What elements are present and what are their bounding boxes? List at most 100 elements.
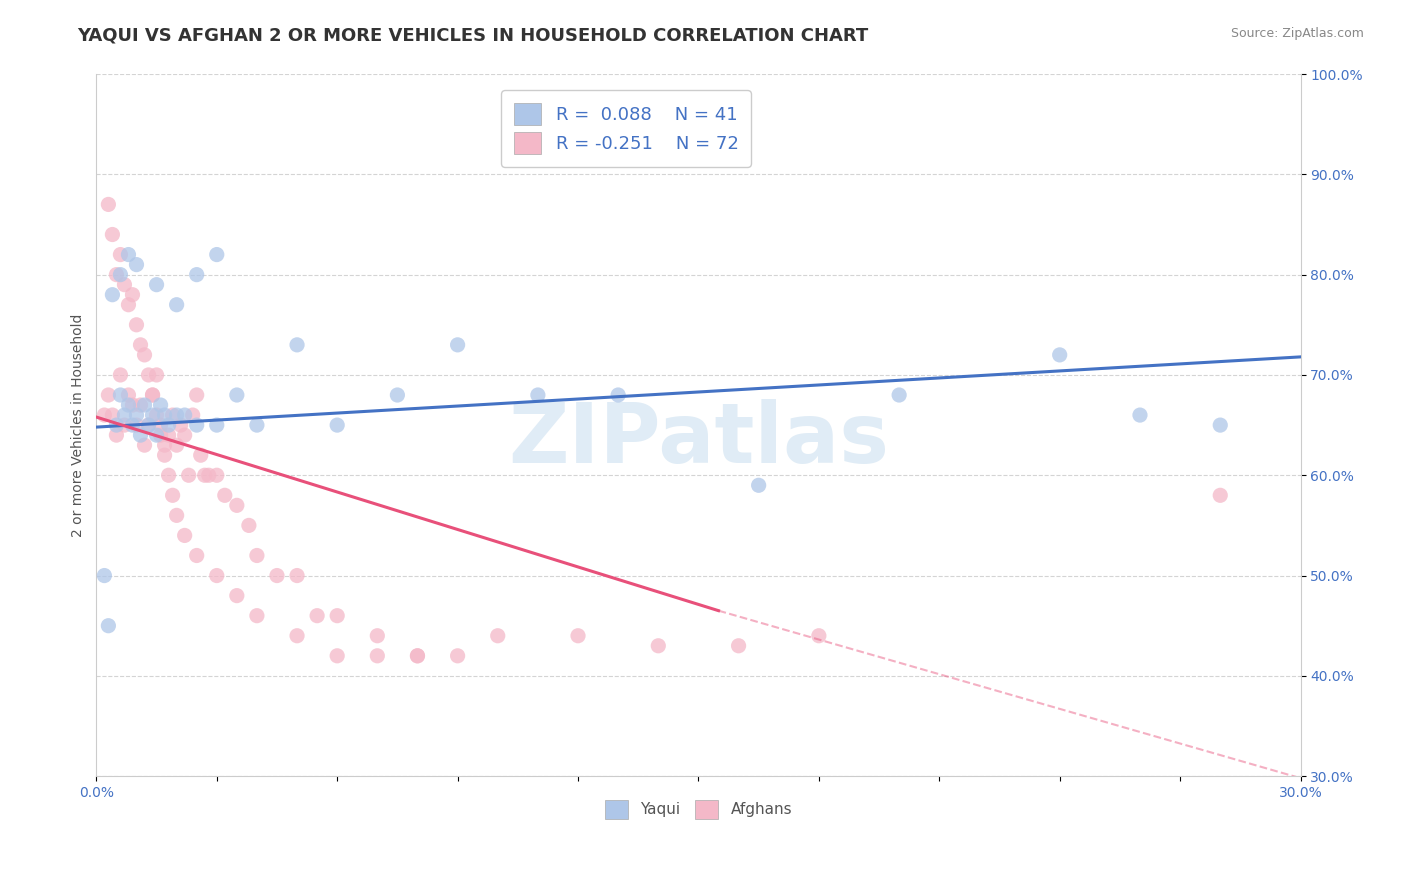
Text: Source: ZipAtlas.com: Source: ZipAtlas.com — [1230, 27, 1364, 40]
Point — [246, 418, 269, 433]
Point — [114, 408, 136, 422]
Point — [157, 418, 180, 433]
Point — [105, 428, 128, 442]
Point — [889, 388, 911, 402]
Point — [138, 418, 160, 433]
Point — [121, 398, 143, 412]
Point — [166, 298, 188, 312]
Point — [93, 568, 115, 582]
Point — [326, 608, 349, 623]
Point — [607, 388, 630, 402]
Point — [205, 418, 228, 433]
Point — [138, 418, 160, 433]
Point — [114, 277, 136, 292]
Point — [110, 368, 132, 382]
Point — [307, 608, 329, 623]
Point — [121, 418, 143, 433]
Point — [125, 418, 148, 433]
Point — [97, 388, 120, 402]
Y-axis label: 2 or more Vehicles in Household: 2 or more Vehicles in Household — [72, 313, 86, 537]
Point — [266, 568, 288, 582]
Point — [186, 268, 208, 282]
Point — [446, 338, 468, 352]
Point — [246, 608, 269, 623]
Point — [190, 448, 212, 462]
Point — [285, 629, 308, 643]
Point — [93, 408, 115, 422]
Point — [157, 428, 180, 442]
Point — [134, 398, 156, 412]
Point — [145, 368, 167, 382]
Point — [225, 388, 247, 402]
Point — [145, 428, 167, 442]
Point — [246, 549, 269, 563]
Point — [145, 408, 167, 422]
Point — [125, 408, 148, 422]
Point — [129, 398, 152, 412]
Point — [1049, 348, 1071, 362]
Point — [205, 247, 228, 261]
Point — [197, 468, 219, 483]
Point — [166, 408, 188, 422]
Point — [285, 338, 308, 352]
Point — [162, 488, 184, 502]
Point — [110, 388, 132, 402]
Point — [134, 348, 156, 362]
Point — [1209, 488, 1232, 502]
Point — [225, 589, 247, 603]
Point — [110, 247, 132, 261]
Point — [162, 408, 184, 422]
Point — [101, 408, 124, 422]
Point — [141, 408, 163, 422]
Point — [406, 648, 429, 663]
Point — [446, 648, 468, 663]
Point — [101, 227, 124, 242]
Point — [173, 408, 195, 422]
Point — [1209, 418, 1232, 433]
Point — [145, 277, 167, 292]
Point — [114, 418, 136, 433]
Point — [326, 418, 349, 433]
Point — [117, 298, 139, 312]
Point — [97, 197, 120, 211]
Point — [366, 648, 388, 663]
Point — [125, 318, 148, 332]
Point — [121, 287, 143, 301]
Text: YAQUI VS AFGHAN 2 OR MORE VEHICLES IN HOUSEHOLD CORRELATION CHART: YAQUI VS AFGHAN 2 OR MORE VEHICLES IN HO… — [77, 27, 869, 45]
Point — [173, 428, 195, 442]
Point — [153, 448, 176, 462]
Point — [527, 388, 550, 402]
Point — [225, 499, 247, 513]
Point — [97, 618, 120, 632]
Point — [1129, 408, 1152, 422]
Point — [149, 398, 172, 412]
Point — [169, 418, 191, 433]
Point — [205, 568, 228, 582]
Legend: Yaqui, Afghans: Yaqui, Afghans — [599, 794, 799, 825]
Point — [110, 268, 132, 282]
Point — [117, 388, 139, 402]
Point — [166, 508, 188, 523]
Point — [149, 418, 172, 433]
Point — [105, 418, 128, 433]
Point — [173, 528, 195, 542]
Point — [181, 408, 204, 422]
Point — [129, 428, 152, 442]
Point — [149, 428, 172, 442]
Point — [186, 388, 208, 402]
Point — [194, 468, 217, 483]
Point — [129, 338, 152, 352]
Point — [177, 468, 200, 483]
Point — [134, 438, 156, 452]
Point — [647, 639, 669, 653]
Point — [138, 368, 160, 382]
Point — [166, 438, 188, 452]
Point — [105, 268, 128, 282]
Point — [141, 388, 163, 402]
Point — [186, 418, 208, 433]
Point — [387, 388, 409, 402]
Text: ZIPatlas: ZIPatlas — [508, 399, 889, 480]
Point — [153, 408, 176, 422]
Point — [157, 468, 180, 483]
Point — [141, 388, 163, 402]
